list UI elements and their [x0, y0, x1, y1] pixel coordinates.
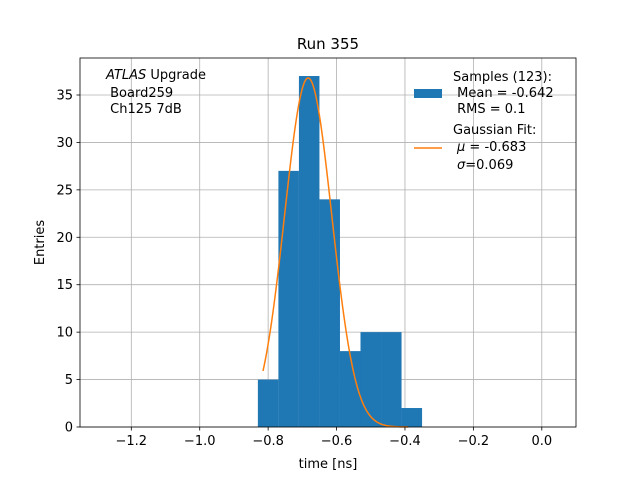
x-tick-label: −0.2 [458, 434, 490, 449]
y-tick-label: 20 [56, 231, 73, 246]
annotation-upgrade: Upgrade [146, 68, 206, 83]
axes-frame [79, 57, 577, 428]
axis-ticks: −1.2 −1.0 −0.8 −0.6 −0.4 −0.2 0.0 0 5 10 15 20 25 30 3… [56, 88, 552, 449]
annotation-line-2: Board259 [106, 86, 173, 101]
histogram-bar [401, 408, 423, 427]
legend-fit-sigma: σ=0.069 [457, 158, 513, 173]
legend-mu-value: = -0.683 [465, 140, 526, 155]
x-tick-label: −0.6 [321, 434, 353, 449]
histogram-bar [339, 351, 361, 427]
y-tick-label: 15 [56, 278, 73, 293]
histogram-bar [319, 199, 340, 427]
y-tick-label: 30 [56, 136, 73, 151]
legend-sigma-symbol: σ [457, 158, 466, 173]
histogram-bar [360, 332, 382, 427]
legend-samples-line-1: Samples (123): [453, 70, 552, 85]
y-tick-label: 35 [56, 88, 73, 103]
legend-fit-title: Gaussian Fit: [453, 123, 536, 138]
legend-samples-swatch [414, 89, 442, 98]
legend-samples-line-2: Mean = -0.642 [453, 86, 554, 101]
x-tick-label: −1.2 [116, 434, 148, 449]
x-tick-label: 0.0 [531, 434, 552, 449]
legend: Samples (123): Mean = -0.642 RMS = 0.1 G… [414, 70, 554, 173]
legend-sigma-value: =0.069 [465, 158, 513, 173]
histogram-bars [257, 76, 423, 428]
y-axis-label: Entries [33, 220, 48, 266]
y-tick-label: 0 [65, 421, 73, 436]
chart-title: Run 355 [297, 35, 359, 53]
y-tick-label: 10 [56, 326, 73, 341]
legend-samples-line-3: RMS = 0.1 [453, 102, 525, 117]
histogram-bar [381, 332, 402, 427]
histogram-bar [298, 76, 320, 428]
histogram-bar [257, 379, 279, 427]
x-tick-label: −0.8 [252, 434, 284, 449]
y-tick-label: 25 [56, 183, 73, 198]
atlas-annotation: ATLAS Upgrade Board259 Ch125 7dB [105, 68, 206, 117]
y-tick-label: 5 [65, 373, 73, 388]
annotation-line-1: ATLAS Upgrade [105, 68, 206, 83]
legend-mu-symbol: μ [456, 140, 465, 155]
annotation-line-3: Ch125 7dB [106, 102, 182, 117]
x-tick-label: −1.0 [184, 434, 216, 449]
histogram-bar [278, 170, 299, 427]
legend-fit-mu: μ = -0.683 [456, 140, 526, 155]
gaussian-fit-curve [262, 77, 409, 428]
annotation-atlas: ATLAS [105, 68, 146, 83]
x-axis-label: time [ns] [299, 457, 358, 472]
x-tick-label: −0.4 [389, 434, 421, 449]
